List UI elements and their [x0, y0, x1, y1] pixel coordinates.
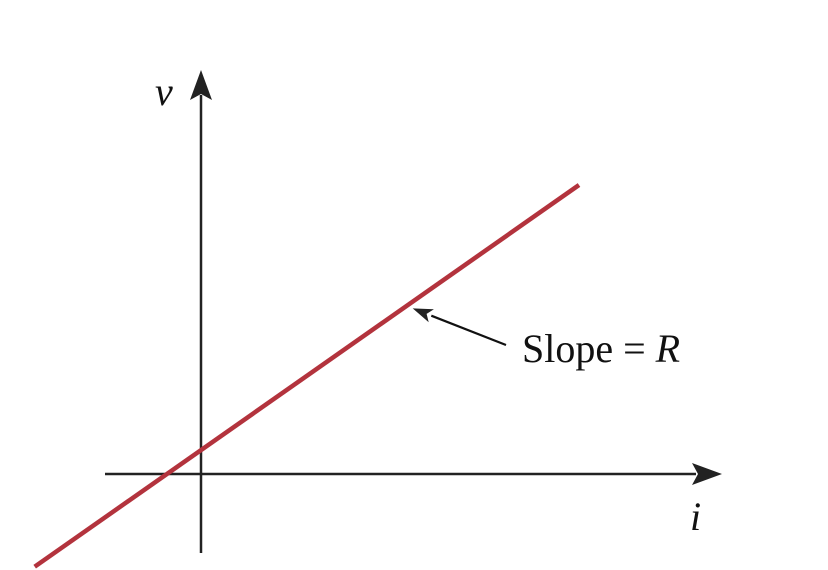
x-axis-arrowhead [692, 463, 722, 485]
series-line-slope-r [33, 183, 581, 569]
slope-annotation-arrow-line [430, 314, 507, 347]
y-axis-label: v [155, 69, 173, 114]
slope-annotation-symbol: R [655, 326, 680, 371]
slope-annotation-text: Slope = R [522, 326, 680, 371]
slope-annotation-prefix: Slope = [522, 326, 656, 371]
y-axis-arrowhead [190, 70, 212, 100]
slope-annotation-arrowhead [412, 308, 434, 323]
x-axis-label: i [690, 494, 701, 539]
